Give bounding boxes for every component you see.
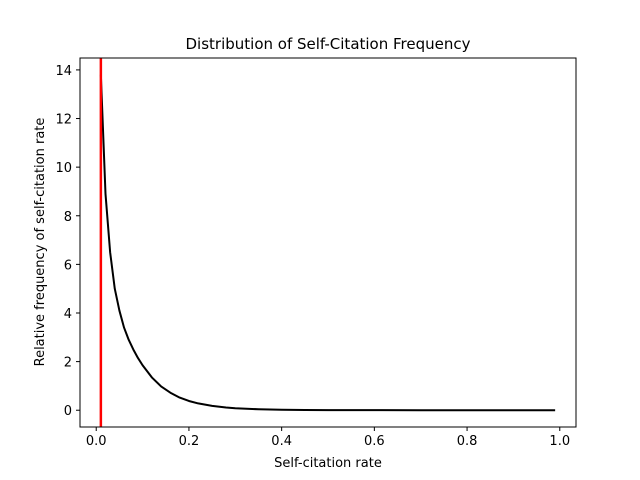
y-axis: 0 2 4 6 8 10 12 14 xyxy=(55,64,80,419)
plot-frame xyxy=(79,57,577,428)
series-line-0 xyxy=(99,74,556,412)
x-axis-label: Self-citation rate xyxy=(274,456,382,471)
y-tick-label: 14 xyxy=(55,64,72,79)
y-tick-label: 2 xyxy=(64,356,72,371)
y-tick-label: 0 xyxy=(64,404,72,419)
y-tick-label: 4 xyxy=(64,307,72,322)
y-tick-label: 12 xyxy=(55,113,72,128)
chart-title: Distribution of Self-Citation Frequency xyxy=(186,35,471,53)
x-tick-label: 0.0 xyxy=(86,434,107,449)
x-axis: 0.0 0.2 0.4 0.6 0.8 1.0 xyxy=(86,427,570,449)
x-tick-label: 0.2 xyxy=(179,434,200,449)
plot-area xyxy=(99,58,556,427)
x-tick-label: 0.8 xyxy=(457,434,478,449)
x-tick-label: 1.0 xyxy=(549,434,570,449)
y-axis-label: Relative frequency of self-citation rate xyxy=(33,118,48,367)
y-tick-label: 6 xyxy=(64,258,72,273)
x-tick-label: 0.4 xyxy=(271,434,292,449)
y-tick-label: 10 xyxy=(55,161,72,176)
x-tick-label: 0.6 xyxy=(364,434,385,449)
y-tick-label: 8 xyxy=(64,210,72,225)
